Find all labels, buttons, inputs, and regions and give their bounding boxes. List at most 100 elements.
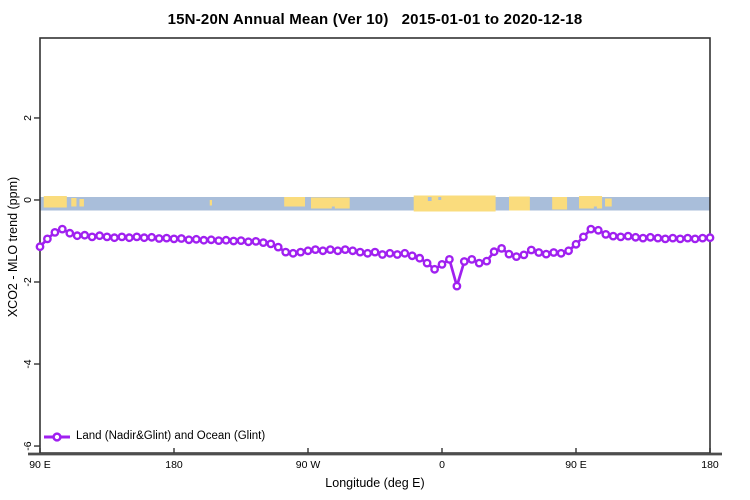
series-marker xyxy=(117,232,127,242)
land-india xyxy=(552,197,568,210)
series-marker xyxy=(348,246,358,256)
series-marker xyxy=(467,254,477,264)
legend-symbol xyxy=(44,432,70,442)
series-marker xyxy=(169,234,179,244)
x-tick-label: 90 E xyxy=(565,459,587,471)
series-marker xyxy=(638,233,648,243)
land-hawaii xyxy=(209,200,212,206)
series-marker xyxy=(705,233,715,243)
data-series xyxy=(35,224,715,291)
series-marker xyxy=(593,225,603,235)
series-marker xyxy=(243,237,253,247)
series-marker xyxy=(690,234,700,244)
series-marker xyxy=(489,247,499,257)
series-marker xyxy=(251,236,261,246)
legend-label: Land (Nadir&Glint) and Ocean (Glint) xyxy=(76,430,266,442)
series-marker xyxy=(474,258,484,268)
series-marker xyxy=(608,231,618,241)
series-marker xyxy=(519,250,529,260)
series-marker xyxy=(65,228,75,238)
series-marker xyxy=(646,232,655,242)
land-philippines xyxy=(79,199,84,207)
series-marker xyxy=(579,232,588,242)
y-tick-label: 2 xyxy=(22,115,34,121)
series-marker xyxy=(683,233,693,243)
series-marker xyxy=(124,233,134,243)
series-marker xyxy=(95,231,105,241)
y-tick-label: 0 xyxy=(22,197,34,203)
series-marker xyxy=(340,245,350,255)
chart-title: 15N-20N Annual Mean (Ver 10) 2015-01-01 … xyxy=(167,11,583,28)
land-southeast-asia xyxy=(43,196,67,208)
land-hainan xyxy=(71,198,77,207)
land-arabia xyxy=(509,196,530,211)
series-marker xyxy=(571,239,581,249)
land-philippines-wrap xyxy=(605,198,612,207)
series-marker xyxy=(236,236,246,246)
series-marker xyxy=(653,233,663,243)
series-marker xyxy=(564,246,573,256)
series-marker xyxy=(110,233,119,243)
series-marker xyxy=(504,249,514,259)
land-southeast-asia-wrap xyxy=(578,196,603,209)
x-tick-label: 0 xyxy=(439,459,445,471)
series-marker xyxy=(102,232,112,242)
series-marker xyxy=(221,235,231,245)
series-marker xyxy=(325,245,335,255)
series-marker xyxy=(549,248,559,257)
series-marker xyxy=(87,232,97,242)
series-marker xyxy=(444,254,454,264)
series-marker xyxy=(258,238,268,248)
series-marker xyxy=(303,246,313,256)
series-marker xyxy=(206,235,216,245)
y-axis-title: XCO2 - MLO trend (ppm) xyxy=(6,176,20,318)
series-marker xyxy=(623,231,633,241)
x-tick-label: 90 W xyxy=(296,459,321,471)
x-axis-ticks: 90 E 180 90 W 0 90 E 180 xyxy=(29,448,719,471)
series-marker xyxy=(57,224,67,234)
land-mexico xyxy=(284,197,306,207)
series-marker xyxy=(698,233,707,243)
series-marker xyxy=(139,233,149,243)
series-marker xyxy=(601,229,611,239)
series-marker xyxy=(363,248,372,258)
series-marker xyxy=(660,234,670,244)
series-marker xyxy=(176,234,186,243)
series-marker xyxy=(50,227,60,237)
series-marker xyxy=(392,250,402,259)
series-marker xyxy=(72,231,82,241)
series-marker xyxy=(310,245,320,255)
plot-box xyxy=(39,37,711,454)
series-marker xyxy=(80,230,90,240)
series-marker xyxy=(154,234,164,243)
series-marker xyxy=(556,248,566,258)
x-tick-label: 90 E xyxy=(29,459,51,471)
series-marker xyxy=(296,247,305,257)
series-marker xyxy=(229,236,239,246)
series-marker xyxy=(162,233,172,243)
series-marker xyxy=(281,247,291,257)
series-marker xyxy=(355,247,365,257)
x-tick-label: 180 xyxy=(165,459,183,471)
series-marker xyxy=(199,235,209,245)
series-marker xyxy=(497,243,506,253)
series-marker xyxy=(132,232,142,242)
series-marker xyxy=(586,224,596,234)
series-marker xyxy=(400,248,410,258)
series-marker xyxy=(437,259,447,269)
series-marker xyxy=(214,236,224,246)
land-africa-sahel xyxy=(413,195,496,212)
y-tick-label: -2 xyxy=(22,277,34,286)
x-axis-title: Longitude (deg E) xyxy=(325,476,425,490)
y-axis-ticks: 2 0 -2 -4 -6 xyxy=(22,115,40,451)
series-marker xyxy=(482,256,492,266)
y-tick-label: -6 xyxy=(22,441,34,450)
series-marker xyxy=(385,248,395,258)
series-marker xyxy=(459,257,469,266)
series-marker xyxy=(534,248,544,257)
y-tick-label: -4 xyxy=(22,359,34,368)
latitude-map-strip xyxy=(40,195,710,212)
land-caribbean-centralam xyxy=(310,197,350,209)
